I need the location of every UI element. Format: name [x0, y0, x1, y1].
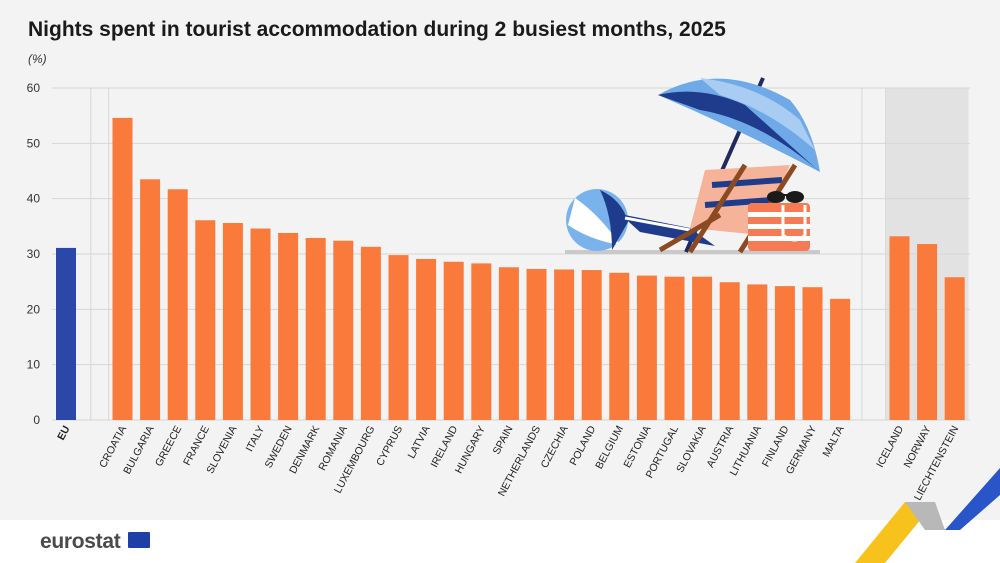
x-label-malta: MALTA [820, 424, 846, 459]
bar-luxembourg [360, 246, 381, 420]
bar-ireland [443, 261, 464, 420]
bar-sweden [278, 232, 299, 420]
x-label-cyprus: CYPRUS [374, 424, 405, 468]
x-label-finland: FINLAND [760, 423, 792, 469]
x-label-czechia: CZECHIA [539, 424, 571, 470]
unit-label: (%) [28, 52, 47, 66]
beach-illustration [565, 77, 820, 254]
bars [56, 117, 965, 420]
bar-cyprus [388, 255, 409, 420]
bar-spain [498, 267, 519, 420]
y-tick-label: 50 [27, 136, 41, 150]
bar-denmark [305, 237, 326, 420]
bar-france [195, 220, 216, 420]
y-tick-label: 0 [33, 413, 40, 427]
bar-malta [830, 298, 851, 420]
bar-norway [917, 244, 938, 420]
bar-portugal [664, 276, 685, 420]
footer-bar [0, 520, 1000, 563]
x-label-greece: GREECE [153, 424, 184, 469]
bar-austria [719, 282, 740, 420]
chart-title: Nights spent in tourist accommodation du… [28, 18, 726, 41]
beach-umbrella-icon [658, 77, 820, 253]
bar-greece [167, 189, 188, 420]
bar-poland [581, 270, 602, 420]
bar-lithuania [747, 284, 768, 420]
bar-liechtenstein [944, 277, 965, 420]
y-axis-ticks: 0 10 20 30 40 50 60 [27, 81, 41, 427]
bar-slovenia [222, 223, 243, 420]
bar-eu [56, 247, 76, 420]
x-label-spain: SPAIN [491, 424, 516, 457]
eu-flag-icon [128, 532, 150, 548]
bar-hungary [471, 263, 492, 420]
beach-ball-icon [566, 189, 628, 251]
bar-croatia [112, 117, 133, 420]
y-tick-label: 30 [27, 247, 41, 261]
y-tick-label: 10 [27, 358, 41, 372]
bar-iceland [889, 236, 910, 420]
bar-slovakia [692, 276, 713, 420]
bar-latvia [416, 258, 437, 420]
eurostat-logo: eurostat [40, 530, 121, 553]
bar-germany [802, 287, 823, 420]
bar-finland [774, 286, 795, 420]
bar-netherlands [526, 268, 547, 420]
sunglasses-icon [767, 191, 804, 203]
bar-czechia [554, 269, 575, 420]
x-label-italy: ITALY [244, 424, 268, 454]
bar-estonia [636, 275, 657, 420]
bar-italy [250, 228, 271, 420]
bar-bulgaria [140, 179, 161, 420]
x-label-france: FRANCE [181, 424, 212, 468]
bar-romania [333, 240, 354, 420]
x-label-eu: EU [55, 424, 72, 443]
x-label-poland: POLAND [567, 423, 598, 467]
y-tick-label: 40 [27, 192, 41, 206]
y-tick-label: 60 [27, 81, 41, 95]
bar-belgium [609, 272, 630, 420]
y-tick-label: 20 [27, 302, 41, 316]
beach-bag-icon [748, 203, 810, 251]
x-label-latvia: LATVIA [406, 424, 433, 461]
